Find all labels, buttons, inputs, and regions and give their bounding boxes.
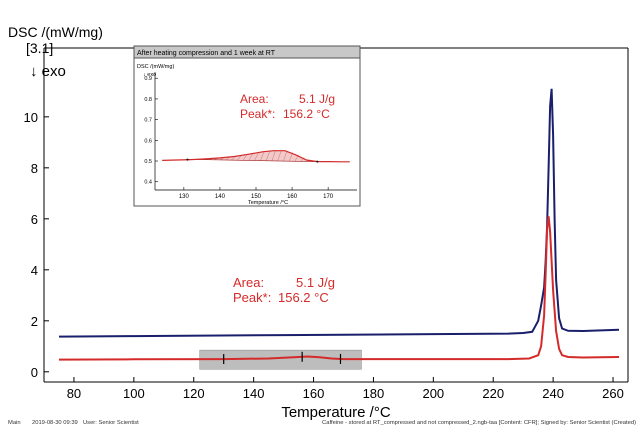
y-tick-label: 0 [31, 365, 38, 380]
peak-value: 156.2 °C [278, 290, 329, 305]
footer-datetime: 2019-08-30 09:39 [32, 420, 78, 426]
inset-hatch-line [225, 157, 230, 161]
x-tick-label: 180 [363, 386, 385, 401]
inset-y-axis-label: DSC /(mW/mg) [137, 64, 174, 70]
inset-hatch-line [300, 157, 305, 162]
inset-title-bar [133, 45, 361, 59]
main-annotation: Area: 5.1 J/g Peak*: 156.2 °C [233, 275, 335, 305]
series-line-2 [58, 216, 620, 361]
x-tick-label: 260 [602, 386, 624, 401]
inset-series-group [162, 150, 350, 163]
y-ticks: 0 2 4 6 8 10 [24, 110, 49, 380]
footer-file: Caffeine - stored at RT_compressed and n… [322, 420, 636, 426]
inset-y-tick-label: 0.9 [144, 76, 152, 82]
y-tick-label: 8 [31, 161, 38, 176]
inset-title: After heating compression and 1 week at … [137, 50, 276, 57]
inset-peak-value: 156.2 °C [283, 107, 330, 121]
inset-series-line [162, 150, 350, 163]
inset-frame [133, 45, 361, 207]
y-tick-label: 2 [31, 314, 38, 329]
inset-hatch-line [265, 151, 270, 161]
x-tick-label: 140 [243, 386, 265, 401]
y-axis-label: DSC /(mW/mg) [8, 24, 103, 40]
inset-hatch-line [237, 155, 241, 161]
x-tick-label: 80 [67, 386, 81, 401]
inset-panel: After heating compression and 1 week at … [133, 45, 361, 207]
footer-user: User: Senior Scientist [83, 420, 139, 426]
x-tick-label: 240 [542, 386, 564, 401]
y-tick-label: 10 [24, 110, 38, 125]
inset-hatch-line [248, 154, 253, 161]
inset-x-tick-label: 170 [323, 194, 334, 200]
x-tick-label: 160 [303, 386, 325, 401]
inset-hatch-line [283, 150, 288, 162]
inset-hatch-line [277, 150, 282, 161]
inset-y-ticks: 0.4 0.5 0.6 0.7 0.8 0.9 [144, 76, 158, 186]
inset-exo-indicator: ↓ exo [143, 72, 156, 78]
inset-hatch-line [219, 157, 224, 161]
footer: Main 2019-08-30 09:39 User: Senior Scien… [8, 420, 636, 426]
inset-y-tick-label: 0.4 [144, 180, 152, 186]
inset-hatch-line [242, 155, 247, 161]
integration-markers [223, 351, 342, 365]
area-label: Area: [233, 275, 264, 290]
inset-x-tick-label: 140 [215, 194, 226, 200]
inset-area-label: Area: [240, 92, 269, 106]
inset-y-tick-label: 0.7 [144, 118, 152, 124]
x-ticks: 80 100 120 140 160 180 200 220 240 260 [67, 377, 624, 401]
inset-integration-marker [316, 160, 319, 163]
inset-x-tick-label: 160 [287, 194, 298, 200]
y-tick-label: 6 [31, 212, 38, 227]
inset-peak-label: Peak*: [240, 107, 275, 121]
inset-x-tick-label: 130 [179, 194, 190, 200]
inset-y-tick-label: 0.6 [144, 138, 152, 144]
inset-x-axis-label: Temperature /°C [248, 200, 288, 206]
area-value: 5.1 J/g [296, 275, 335, 290]
inset-integration-marker [186, 158, 189, 161]
x-axis-label: Temperature /°C [281, 404, 391, 421]
inset-integrated-area [187, 150, 318, 162]
x-tick-label: 120 [183, 386, 205, 401]
inset-area-value: 5.1 J/g [299, 92, 335, 106]
inset-x-tick-label: 150 [251, 194, 262, 200]
inset-y-tick-label: 0.5 [144, 159, 152, 165]
footer-main: Main [8, 420, 21, 426]
peak-label: Peak*: [233, 290, 271, 305]
y-tick-label: 4 [31, 263, 38, 278]
x-tick-label: 100 [123, 386, 145, 401]
inset-x-ticks: 130 140 150 160 170 [179, 187, 334, 200]
inset-baseline [187, 159, 318, 162]
x-tick-label: 200 [422, 386, 444, 401]
inset-hatch-line [254, 153, 259, 161]
inset-hatch-line [231, 156, 236, 161]
inset-hatch-line [260, 152, 265, 161]
inset-annotation: Area: 5.1 J/g Peak*: 156.2 °C [240, 92, 335, 121]
exo-indicator: ↓ exo [30, 63, 66, 80]
y-axis-index-label: [3.1] [26, 40, 53, 56]
inset-y-tick-label: 0.8 [144, 97, 152, 103]
x-tick-label: 220 [482, 386, 504, 401]
inset-hatch-line [271, 150, 276, 161]
series-group [58, 88, 620, 361]
